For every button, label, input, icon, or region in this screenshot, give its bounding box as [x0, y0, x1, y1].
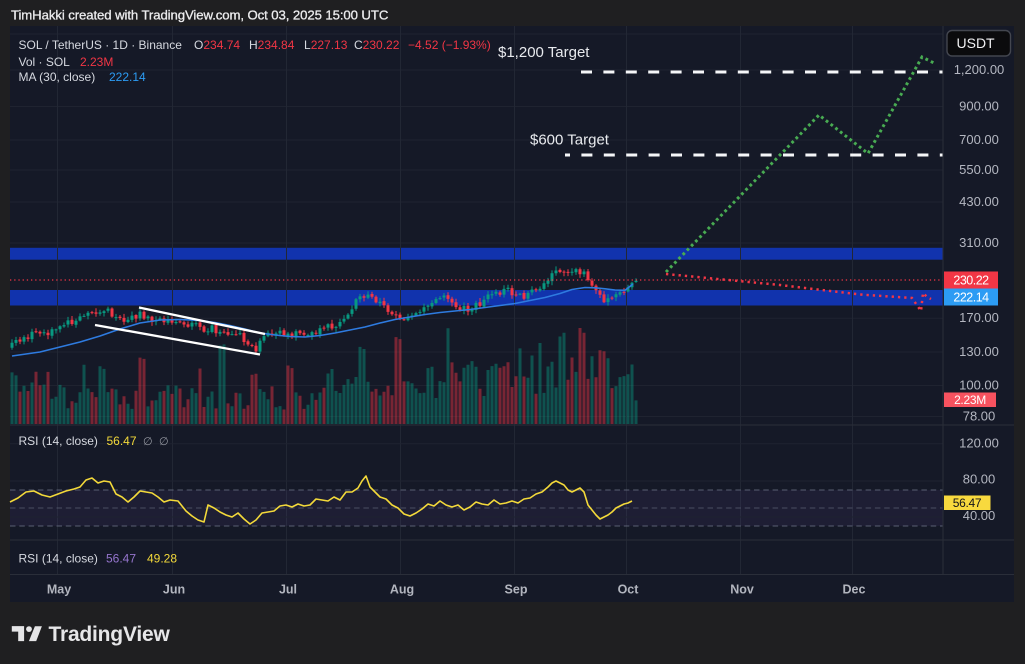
svg-text:Jun: Jun	[163, 583, 185, 597]
svg-text:May: May	[47, 583, 71, 597]
svg-text:$600 Target: $600 Target	[530, 132, 610, 149]
svg-text:78.00: 78.00	[963, 408, 996, 423]
svg-text:56.47: 56.47	[107, 434, 137, 448]
svg-text:RSI (14, close): RSI (14, close)	[19, 434, 98, 448]
svg-text:230.22: 230.22	[953, 274, 989, 288]
svg-text:56.47: 56.47	[106, 552, 136, 566]
svg-text:2.23M: 2.23M	[80, 55, 113, 69]
svg-text:Nov: Nov	[730, 583, 754, 597]
svg-text:Aug: Aug	[390, 583, 414, 597]
svg-text:−4.52 (−1.93%): −4.52 (−1.93%)	[408, 38, 491, 52]
svg-text:RSI (14, close): RSI (14, close)	[19, 552, 98, 566]
svg-text:O234.74: O234.74	[194, 38, 240, 52]
svg-text:Vol · SOL: Vol · SOL	[19, 55, 71, 69]
svg-text:130.00: 130.00	[959, 344, 999, 359]
svg-text:Dec: Dec	[843, 583, 866, 597]
svg-text:TradingView: TradingView	[49, 623, 171, 646]
svg-text:C230.22: C230.22	[354, 38, 400, 52]
svg-text:H234.84: H234.84	[249, 38, 295, 52]
svg-text:2.23M: 2.23M	[954, 393, 986, 407]
svg-text:80.00: 80.00	[963, 471, 996, 486]
svg-text:L227.13: L227.13	[304, 38, 348, 52]
svg-text:430.00: 430.00	[959, 194, 999, 209]
svg-text:SOL / TetherUS · 1D · Binance: SOL / TetherUS · 1D · Binance	[19, 38, 183, 52]
svg-text:∅: ∅	[159, 436, 169, 448]
svg-text:550.00: 550.00	[959, 162, 999, 177]
svg-text:∅: ∅	[143, 436, 153, 448]
svg-text:49.28: 49.28	[147, 552, 177, 566]
svg-text:120.00: 120.00	[959, 436, 999, 451]
svg-text:310.00: 310.00	[959, 235, 999, 250]
svg-text:Oct: Oct	[618, 583, 640, 597]
svg-text:170.00: 170.00	[959, 310, 999, 325]
svg-text:Sep: Sep	[505, 583, 528, 597]
svg-text:100.00: 100.00	[959, 377, 999, 392]
svg-text:700.00: 700.00	[959, 132, 999, 147]
svg-text:$1,200 Target: $1,200 Target	[498, 44, 590, 61]
svg-text:40.00: 40.00	[963, 508, 996, 523]
svg-text:Jul: Jul	[279, 583, 297, 597]
svg-text:222.14: 222.14	[953, 291, 989, 305]
svg-text:USDT: USDT	[957, 35, 996, 51]
svg-text:MA (30, close): MA (30, close)	[19, 70, 96, 84]
svg-text:222.14: 222.14	[109, 70, 146, 84]
svg-text:TimHakki created with TradingV: TimHakki created with TradingView.com, O…	[11, 8, 389, 23]
svg-text:1,200.00: 1,200.00	[954, 62, 1005, 77]
svg-text:56.47: 56.47	[953, 496, 982, 510]
svg-text:900.00: 900.00	[959, 98, 999, 113]
